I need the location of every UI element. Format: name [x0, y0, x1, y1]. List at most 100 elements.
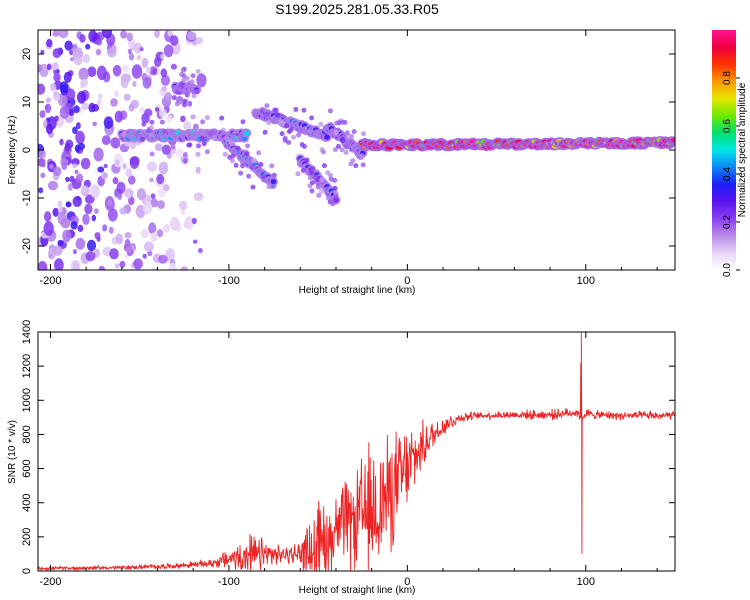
- heatmap-cell: [333, 129, 339, 135]
- heatmap-cell: [284, 123, 290, 129]
- y-tick-label: 20: [21, 48, 33, 60]
- heatmap-cell: [126, 193, 132, 199]
- heatmap-cell: [263, 111, 269, 117]
- heatmap-cell: [197, 247, 203, 254]
- heatmap-cell: [119, 207, 128, 215]
- heatmap-cell: [57, 239, 64, 246]
- heatmap-cell: [128, 175, 136, 185]
- heatmap-cell: [209, 129, 215, 135]
- y-tick-label: 0: [21, 147, 33, 153]
- heatmap-cell: [269, 163, 275, 169]
- heatmap-cell: [68, 109, 75, 116]
- heatmap-cell: [180, 67, 186, 73]
- heatmap-cell: [307, 128, 313, 134]
- y-tick-label: 200: [21, 528, 33, 546]
- heatmap-cell: [52, 30, 60, 37]
- heatmap-cell: [45, 97, 52, 103]
- heatmap-cell: [127, 48, 132, 55]
- heatmap-cell: [261, 174, 267, 180]
- heatmap-cell: [179, 200, 188, 211]
- heatmap-cell: [80, 186, 88, 193]
- heatmap-cell: [94, 208, 99, 215]
- heatmap-cell: [62, 229, 72, 242]
- y-tick-label: 600: [21, 459, 33, 477]
- heatmap-cell: [318, 189, 324, 195]
- heatmap-cell: [65, 176, 70, 182]
- x-tick-label: 100: [577, 275, 595, 287]
- heatmap-cell: [245, 143, 251, 149]
- heatmap-cell: [270, 179, 277, 185]
- y-tick-label: 1400: [21, 320, 33, 344]
- heatmap-cell: [158, 254, 168, 264]
- heatmap-cell: [107, 208, 118, 222]
- heatmap-cell: [120, 30, 128, 39]
- heatmap-cell: [53, 69, 58, 75]
- heatmap-cell: [238, 170, 244, 176]
- heatmap-cell: [167, 30, 173, 37]
- heatmap-cell: [360, 162, 366, 168]
- heatmap-cell: [136, 55, 141, 60]
- heatmap-cell: [70, 260, 81, 270]
- heatmap-cell: [150, 193, 156, 200]
- heatmap-cell: [110, 137, 121, 149]
- heatmap-cell: [75, 130, 85, 145]
- heatmap-cell: [128, 52, 135, 61]
- heatmap-cell: [124, 232, 132, 239]
- heatmap-cell: [162, 128, 168, 134]
- heatmap-cell: [195, 166, 201, 174]
- heatmap-cell: [76, 91, 87, 104]
- heatmap-cell: [49, 83, 57, 92]
- heatmap-cell: [160, 68, 168, 78]
- x-tick-label: 100: [577, 576, 595, 588]
- heatmap-cell: [244, 130, 250, 136]
- heatmap-cell: [95, 39, 103, 46]
- heatmap-cell: [139, 47, 144, 52]
- heatmap-cell: [182, 152, 188, 157]
- heatmap-cell: [230, 158, 235, 164]
- heatmap-cell: [100, 171, 108, 179]
- heatmap-cell: [319, 177, 325, 183]
- heatmap-cell: [152, 266, 158, 270]
- heatmap-cell: [266, 184, 272, 190]
- heatmap-cell: [80, 157, 91, 170]
- heatmap-cell: [98, 93, 103, 99]
- heatmap-cell: [91, 214, 97, 222]
- heatmap-cell: [114, 110, 124, 123]
- heatmap-cell: [45, 123, 54, 135]
- heatmap-cell: [159, 119, 165, 125]
- heatmap-cell: [139, 107, 145, 114]
- heatmap-cell: [222, 151, 228, 157]
- heatmap-cell: [157, 200, 165, 210]
- heatmap-cell: [191, 93, 197, 99]
- heatmap-cell: [142, 200, 153, 215]
- heatmap-cell: [300, 168, 306, 174]
- spectrogram-ylabel: Frequency (Hz): [7, 116, 18, 185]
- heatmap-cell: [38, 64, 43, 72]
- heatmap-cell: [158, 187, 166, 198]
- heatmap-cell: [190, 114, 196, 120]
- heatmap-cell: [192, 239, 198, 244]
- spectrogram-xlabel: Height of straight line (km): [299, 285, 416, 296]
- heatmap-cell: [108, 226, 114, 234]
- snr-xlabel: Height of straight line (km): [299, 585, 416, 596]
- heatmap-cell: [174, 101, 180, 107]
- x-tick-label: -200: [39, 275, 61, 287]
- heatmap-cell: [115, 233, 124, 245]
- heatmap-cell: [316, 184, 322, 190]
- heatmap-cell: [182, 99, 187, 105]
- heatmap-cell: [149, 177, 154, 183]
- heatmap-cell: [57, 211, 67, 225]
- heatmap-cell: [149, 151, 155, 157]
- heatmap-cell: [59, 138, 64, 146]
- heatmap-cell: [101, 30, 113, 39]
- heatmap-cell: [110, 98, 118, 107]
- heatmap-cell: [160, 53, 165, 60]
- heatmap-cell: [57, 200, 63, 208]
- heatmap-cell: [344, 130, 350, 136]
- heatmap-cell: [103, 163, 108, 169]
- heatmap-cell: [183, 221, 189, 229]
- heatmap-cell: [336, 143, 341, 149]
- heatmap-cell: [187, 100, 193, 107]
- heatmap-cell: [339, 137, 345, 143]
